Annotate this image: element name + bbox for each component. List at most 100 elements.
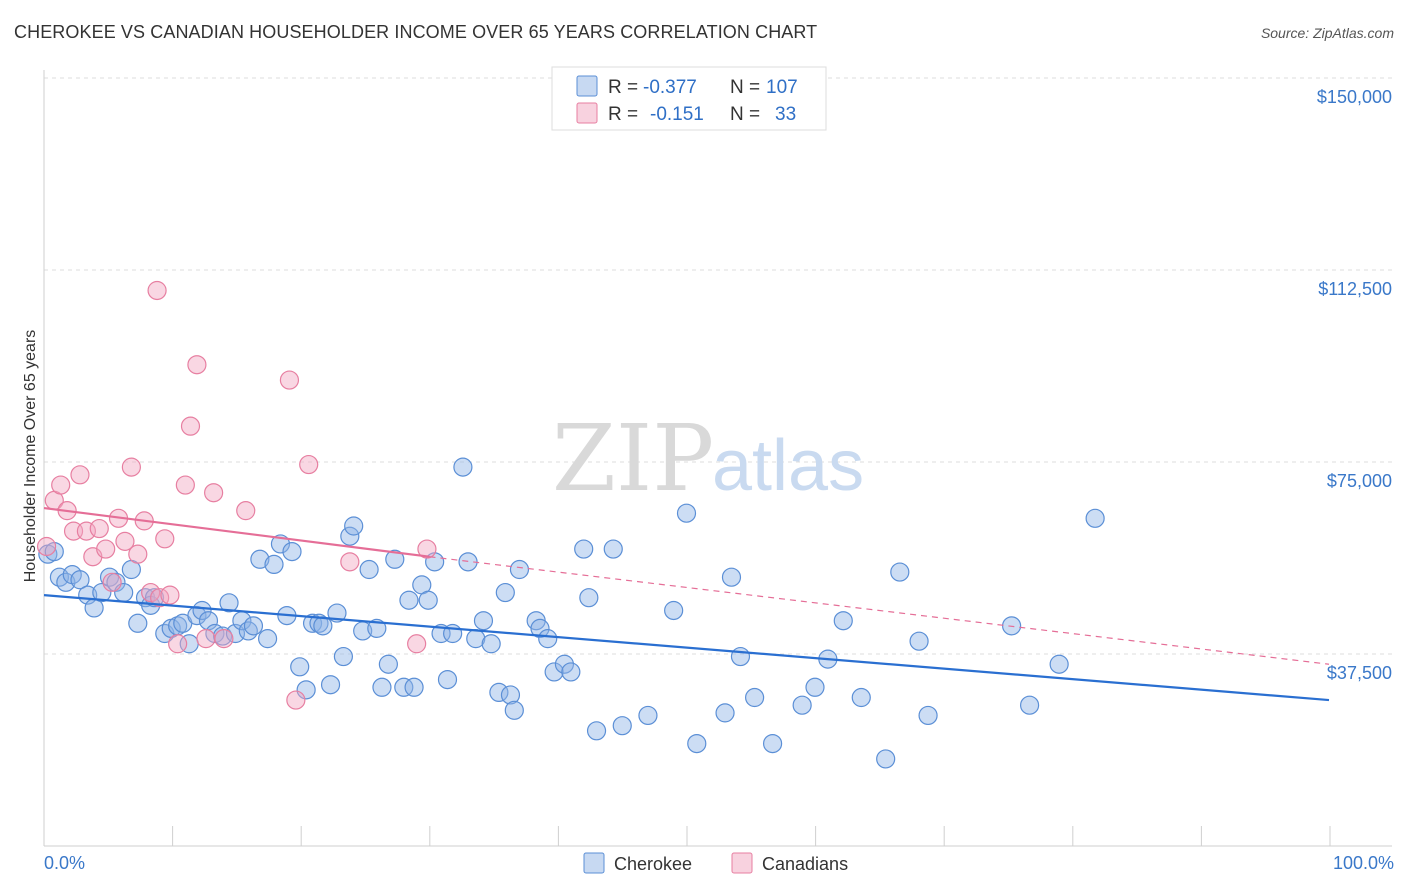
- point-canadians-10: [102, 572, 122, 592]
- point-cherokee-43: [320, 675, 341, 695]
- point-canadians-20: [160, 585, 180, 605]
- point-canadians-21: [168, 634, 188, 654]
- point-cherokee-99: [890, 562, 910, 582]
- point-cherokee-16: [144, 588, 165, 608]
- legend-r-value-canadians: -0.151: [650, 104, 704, 125]
- point-canadians-31: [299, 454, 319, 475]
- y-tick-label-3: $150,000: [1317, 87, 1392, 107]
- point-cherokee-8: [92, 582, 112, 603]
- bottom-legend-swatch-canadians: [731, 852, 753, 874]
- legend-n-label-canadians: N =: [730, 104, 760, 125]
- point-cherokee-58: [418, 590, 438, 610]
- point-cherokee-66: [473, 611, 494, 631]
- point-cherokee-52: [378, 654, 398, 674]
- point-cherokee-70: [500, 685, 521, 705]
- point-cherokee-103: [1019, 695, 1040, 715]
- legend-swatch-cherokee: [576, 75, 598, 97]
- point-canadians-22: [175, 475, 195, 495]
- point-cherokee-93: [792, 695, 812, 715]
- point-cherokee-61: [437, 669, 458, 690]
- point-cherokee-31: [243, 616, 264, 636]
- x-ticks: [43, 826, 1331, 846]
- point-cherokee-101: [918, 705, 938, 726]
- point-cherokee-23: [192, 600, 212, 621]
- trend-line-cherokee: [43, 594, 1330, 702]
- trend-line-extension-canadians: [429, 556, 1330, 665]
- point-canadians-26: [204, 483, 224, 503]
- point-canadians-16: [141, 582, 161, 603]
- point-cherokee-71: [504, 700, 524, 720]
- legend-box: [551, 66, 827, 131]
- watermark: ZIP atlas: [552, 405, 864, 512]
- y-tick-label-1: $75,000: [1327, 471, 1392, 491]
- point-cherokee-27: [219, 593, 239, 613]
- point-cherokee-25: [205, 623, 225, 644]
- grid-lines: [44, 77, 1392, 655]
- point-cherokee-75: [538, 629, 558, 649]
- point-cherokee-94: [805, 677, 825, 697]
- point-cherokee-74: [530, 618, 550, 639]
- point-cherokee-3: [56, 572, 76, 592]
- point-cherokee-37: [282, 541, 302, 562]
- point-canadians-29: [279, 370, 300, 390]
- point-cherokee-98: [876, 749, 896, 769]
- point-cherokee-79: [574, 539, 594, 559]
- legend-r-label-cherokee: R =: [608, 77, 638, 98]
- legend-n-value-canadians: 33: [775, 104, 796, 125]
- point-canadians-23: [180, 416, 201, 436]
- bottom-legend-swatch-cherokee: [583, 852, 605, 874]
- point-cherokee-13: [128, 613, 148, 633]
- legend-r-value-cherokee: -0.377: [643, 77, 697, 98]
- watermark-atlas: atlas: [712, 426, 864, 506]
- point-canadians-34: [340, 552, 360, 572]
- point-cherokee-49: [359, 559, 379, 580]
- bottom-legend: Cherokee Canadians: [583, 852, 848, 874]
- point-cherokee-86: [676, 503, 697, 523]
- point-cherokee-92: [762, 733, 783, 754]
- point-cherokee-88: [715, 703, 735, 723]
- point-cherokee-104: [1049, 654, 1069, 674]
- point-cherokee-54: [394, 677, 414, 697]
- source-label: Source: ZipAtlas.com: [1260, 25, 1394, 41]
- point-cherokee-32: [250, 549, 270, 569]
- point-cherokee-68: [489, 682, 509, 703]
- scatter-points: [36, 280, 1105, 769]
- point-canadians-32: [407, 634, 427, 654]
- point-canadians-27: [214, 629, 234, 649]
- point-cherokee-67: [481, 634, 501, 654]
- point-cherokee-77: [554, 654, 575, 674]
- chart-title: CHEROKEE VS CANADIAN HOUSEHOLDER INCOME …: [14, 22, 818, 42]
- x-tick-left: 0.0%: [44, 853, 85, 873]
- point-canadians-14: [128, 544, 148, 564]
- point-canadians-25: [196, 629, 216, 649]
- point-cherokee-63: [453, 457, 473, 477]
- point-cherokee-80: [579, 588, 599, 608]
- y-tick-label-2: $112,500: [1318, 279, 1392, 299]
- point-cherokee-50: [367, 618, 387, 639]
- point-canadians-24: [187, 355, 207, 375]
- trend-line-canadians: [43, 506, 430, 558]
- point-cherokee-84: [638, 705, 658, 726]
- point-cherokee-69: [495, 582, 515, 603]
- point-cherokee-76: [544, 662, 564, 682]
- point-cherokee-34: [264, 554, 284, 575]
- top-legend: R = -0.377 N = 107 R = -0.151 N = 33: [551, 66, 827, 131]
- point-cherokee-9: [99, 567, 120, 587]
- point-cherokee-72: [509, 559, 530, 580]
- point-cherokee-47: [344, 516, 364, 536]
- point-canadians-17: [147, 280, 167, 301]
- point-cherokee-56: [404, 677, 424, 697]
- point-cherokee-89: [721, 567, 742, 587]
- point-cherokee-30: [238, 621, 258, 641]
- point-canadians-5: [70, 465, 90, 485]
- x-tick-right: 100.0%: [1333, 853, 1394, 873]
- point-canadians-30: [286, 690, 306, 710]
- legend-r-label-canadians: R =: [608, 104, 638, 125]
- point-cherokee-46: [340, 526, 360, 546]
- point-cherokee-83: [612, 716, 632, 736]
- point-cherokee-53: [385, 549, 405, 569]
- point-cherokee-96: [833, 611, 853, 631]
- point-cherokee-100: [909, 631, 929, 651]
- legend-swatch-canadians: [576, 102, 598, 124]
- y-tick-label-0: $37,500: [1327, 663, 1392, 683]
